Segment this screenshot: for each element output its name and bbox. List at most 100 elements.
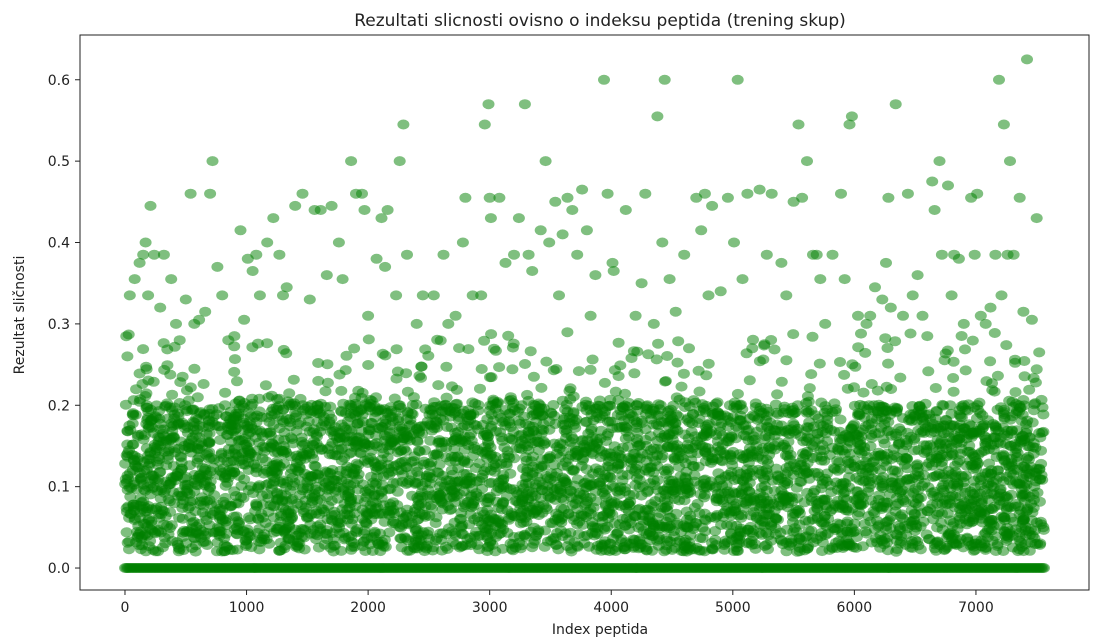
scatter-point bbox=[616, 513, 629, 524]
scatter-point bbox=[549, 514, 562, 525]
scatter-point bbox=[730, 542, 743, 553]
scatter-point bbox=[280, 496, 293, 507]
scatter-point bbox=[986, 504, 999, 515]
scatter-point bbox=[571, 474, 584, 485]
scatter-point bbox=[912, 445, 925, 455]
scatter-point bbox=[196, 507, 209, 518]
scatter-point bbox=[388, 461, 401, 472]
scatter-point bbox=[887, 450, 900, 461]
scatter-point bbox=[497, 473, 510, 484]
scatter-point bbox=[267, 464, 280, 475]
scatter-point bbox=[166, 536, 179, 546]
scatter-point bbox=[901, 427, 914, 438]
scatter-point bbox=[819, 473, 831, 484]
scatter-point bbox=[547, 533, 560, 544]
scatter-point bbox=[549, 471, 562, 482]
scatter-point bbox=[770, 407, 783, 418]
scatter-point bbox=[476, 506, 489, 517]
scatter-point bbox=[248, 459, 261, 470]
scatter-point bbox=[1028, 467, 1041, 478]
scatter-point bbox=[526, 410, 539, 421]
scatter-point bbox=[797, 453, 810, 464]
scatter-point bbox=[832, 442, 845, 453]
scatter-point bbox=[271, 487, 283, 498]
scatter-point bbox=[513, 531, 526, 542]
scatter-point bbox=[273, 423, 286, 434]
scatter-point bbox=[1001, 533, 1013, 544]
scatter-point bbox=[740, 538, 753, 549]
scatter-point bbox=[242, 450, 255, 461]
scatter-point bbox=[122, 473, 134, 484]
scatter-point bbox=[875, 449, 888, 460]
scatter-point bbox=[979, 527, 992, 538]
scatter-point bbox=[869, 524, 881, 535]
scatter-point bbox=[851, 510, 864, 521]
scatter-point bbox=[724, 452, 737, 463]
scatter-point bbox=[258, 446, 271, 457]
scatter-point bbox=[283, 388, 296, 399]
scatter-point bbox=[660, 469, 673, 480]
scatter-point bbox=[612, 371, 625, 382]
scatter-point bbox=[780, 546, 793, 557]
scatter-point bbox=[809, 436, 821, 447]
scatter-point bbox=[273, 521, 286, 532]
scatter-point bbox=[896, 493, 909, 504]
scatter-point bbox=[653, 427, 665, 438]
scatter-point bbox=[967, 464, 980, 475]
scatter-point bbox=[405, 408, 418, 419]
scatter-point bbox=[858, 412, 871, 423]
scatter-point bbox=[288, 477, 301, 488]
scatter-point bbox=[760, 421, 773, 432]
scatter-point bbox=[873, 490, 886, 501]
scatter-point bbox=[357, 479, 370, 490]
scatter-point bbox=[338, 509, 351, 520]
scatter-point bbox=[448, 408, 461, 419]
scatter-point bbox=[237, 526, 249, 537]
scatter-point bbox=[493, 362, 506, 373]
scatter-point bbox=[646, 518, 659, 529]
scatter-point bbox=[606, 480, 619, 491]
scatter-point bbox=[418, 456, 430, 467]
scatter-point bbox=[277, 478, 290, 489]
scatter-point bbox=[989, 531, 1002, 542]
scatter-point bbox=[605, 498, 618, 509]
scatter-point bbox=[157, 436, 170, 447]
scatter-point bbox=[871, 537, 884, 548]
scatter-point bbox=[213, 531, 226, 541]
scatter-point bbox=[331, 493, 344, 504]
scatter-point bbox=[915, 508, 928, 519]
scatter-point bbox=[233, 471, 246, 481]
scatter-point bbox=[768, 344, 781, 355]
scatter-point bbox=[165, 520, 178, 531]
scatter-point bbox=[843, 431, 856, 441]
scatter-point bbox=[611, 410, 624, 420]
scatter-point bbox=[251, 527, 264, 538]
scatter-point bbox=[535, 382, 548, 393]
scatter-point bbox=[929, 383, 942, 393]
scatter-point bbox=[709, 526, 722, 536]
scatter-point bbox=[348, 464, 361, 474]
scatter-point bbox=[506, 364, 519, 375]
scatter-point bbox=[710, 398, 722, 409]
scatter-point bbox=[955, 508, 968, 519]
scatter-point bbox=[260, 479, 273, 490]
scatter-point bbox=[810, 451, 823, 462]
scatter-point bbox=[215, 447, 228, 458]
scatter-point bbox=[665, 415, 677, 426]
scatter-point bbox=[984, 356, 997, 367]
scatter-point bbox=[1038, 563, 1050, 573]
scatter-point bbox=[662, 442, 675, 453]
scatter-point bbox=[227, 426, 240, 437]
scatter-point bbox=[646, 451, 659, 462]
scatter-point bbox=[998, 404, 1011, 415]
scatter-point bbox=[436, 528, 449, 539]
scatter-point bbox=[448, 443, 461, 454]
scatter-point bbox=[966, 335, 979, 346]
scatter-point bbox=[866, 457, 879, 468]
scatter-point bbox=[703, 418, 716, 429]
scatter-point bbox=[323, 418, 336, 429]
scatter-point bbox=[476, 519, 489, 530]
scatter-point bbox=[515, 400, 528, 411]
scatter-point bbox=[623, 524, 636, 535]
